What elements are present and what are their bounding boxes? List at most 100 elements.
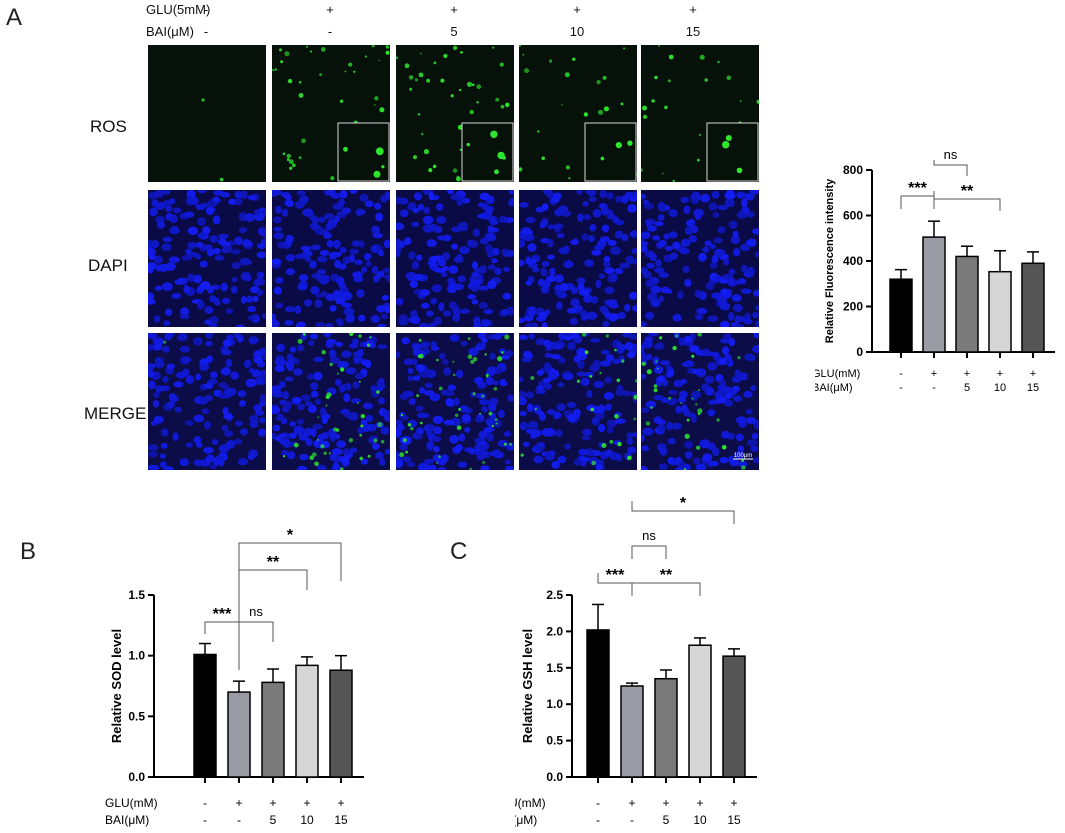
nucleus xyxy=(153,415,164,424)
nucleus xyxy=(187,226,199,236)
significance-bracket xyxy=(631,501,735,524)
nucleus xyxy=(666,421,673,431)
nucleus xyxy=(253,278,261,287)
nucleus xyxy=(626,432,633,440)
nucleus xyxy=(340,190,348,199)
nucleus xyxy=(171,293,182,299)
nucleus xyxy=(411,221,419,228)
nucleus xyxy=(402,456,412,463)
nucleus xyxy=(204,382,214,389)
nucleus xyxy=(185,442,193,448)
nucleus xyxy=(621,233,629,242)
nucleus xyxy=(313,371,323,381)
nucleus xyxy=(289,346,297,353)
ros-spot xyxy=(325,395,330,399)
nucleus xyxy=(187,241,197,250)
nucleus xyxy=(481,337,488,343)
nucleus xyxy=(467,294,477,300)
nucleus xyxy=(238,227,248,234)
bar xyxy=(261,681,285,778)
nucleus xyxy=(706,442,716,450)
nucleus xyxy=(218,393,229,399)
nucleus xyxy=(381,294,389,301)
nucleus xyxy=(479,237,489,245)
y-tick-label: 1.0 xyxy=(128,649,145,663)
nucleus xyxy=(607,274,617,283)
nucleus xyxy=(349,190,358,194)
ros-spot xyxy=(572,57,576,61)
nucleus xyxy=(162,376,169,383)
nucleus xyxy=(586,390,593,398)
nucleus xyxy=(736,211,748,219)
nucleus xyxy=(285,200,294,208)
nucleus xyxy=(709,262,718,269)
nucleus xyxy=(523,441,530,447)
nucleus xyxy=(175,371,186,379)
nucleus xyxy=(411,358,418,366)
nucleus xyxy=(281,208,289,217)
nucleus xyxy=(162,345,170,353)
significance-label: * xyxy=(680,495,687,512)
nucleus xyxy=(690,395,698,401)
significance-label: ns xyxy=(642,528,656,543)
nucleus xyxy=(696,307,708,315)
nucleus xyxy=(373,275,380,283)
nucleus xyxy=(563,335,574,341)
nucleus xyxy=(228,198,237,205)
nucleus xyxy=(252,295,259,302)
nucleus xyxy=(752,228,759,235)
nucleus xyxy=(218,445,227,452)
ros-fluorescence-chart: 0 200 400 600 800 Relative Fluorescence inten… xyxy=(815,150,1055,394)
nucleus xyxy=(717,204,729,211)
nucleus xyxy=(576,277,586,285)
glu-condition-value: - xyxy=(596,796,600,810)
significance-bracket xyxy=(204,621,240,654)
ros-spot xyxy=(561,104,563,106)
nucleus xyxy=(582,201,589,207)
glu-condition-value: + xyxy=(730,796,737,810)
nucleus xyxy=(220,282,228,292)
nucleus xyxy=(197,301,205,310)
nucleus xyxy=(153,315,161,323)
y-tick-label: 1.5 xyxy=(546,661,563,675)
nucleus xyxy=(451,243,458,250)
nucleus xyxy=(163,320,171,326)
nucleus xyxy=(632,191,637,200)
nucleus xyxy=(719,457,729,464)
y-tick-label: 200 xyxy=(843,300,863,314)
ros-spot xyxy=(697,333,702,337)
ros-spot xyxy=(476,101,479,104)
nucleus xyxy=(152,399,160,408)
ros-spot xyxy=(601,443,607,448)
nucleus xyxy=(593,244,605,251)
nucleus xyxy=(424,382,433,389)
nucleus xyxy=(461,413,471,422)
nucleus xyxy=(631,432,637,438)
ros-spot xyxy=(495,97,500,102)
nucleus xyxy=(474,417,482,423)
nucleus xyxy=(566,401,577,409)
nucleus xyxy=(554,289,564,297)
ros-spot xyxy=(614,348,617,352)
nucleus xyxy=(492,380,499,386)
nucleus xyxy=(296,418,304,425)
nucleus xyxy=(445,398,454,407)
nucleus xyxy=(334,379,342,386)
ros-spot xyxy=(664,105,668,110)
nucleus xyxy=(169,394,179,403)
nucleus xyxy=(200,202,211,208)
nucleus xyxy=(169,214,178,223)
nucleus xyxy=(412,432,423,440)
nucleus xyxy=(561,210,571,217)
nucleus xyxy=(652,235,661,241)
nucleus xyxy=(237,390,247,398)
ros-spot xyxy=(317,439,319,441)
nucleus xyxy=(654,365,664,374)
nucleus xyxy=(536,315,546,322)
nucleus xyxy=(592,208,602,218)
nucleus xyxy=(406,461,416,468)
ros-spot xyxy=(581,333,587,337)
nucleus xyxy=(356,289,365,298)
nucleus xyxy=(604,286,615,294)
nucleus xyxy=(329,305,337,312)
